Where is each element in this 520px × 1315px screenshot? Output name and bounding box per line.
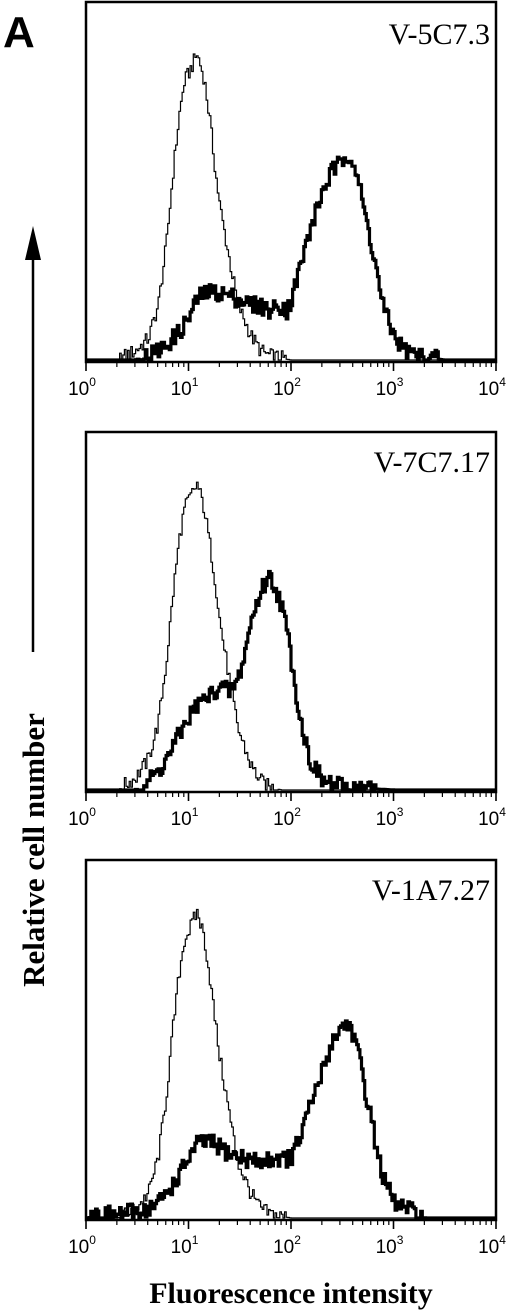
x-tick-label: 102 xyxy=(273,1233,301,1258)
panel-title: V-7C7.17 xyxy=(374,446,490,479)
control-histogram-line xyxy=(86,908,496,1219)
x-tick-label: 104 xyxy=(478,1233,506,1258)
x-tick-group: 100 101 102 103 104 xyxy=(68,362,506,400)
x-tick-label: 101 xyxy=(171,1233,199,1258)
x-tick-label: 100 xyxy=(68,805,96,830)
x-tick-label: 101 xyxy=(171,805,199,830)
control-histogram-line xyxy=(86,53,496,361)
x-tick-group: 100 101 102 103 104 xyxy=(68,792,506,830)
stained-histogram-line xyxy=(86,155,496,362)
stained-histogram-line xyxy=(86,1019,496,1220)
plot-frame xyxy=(84,430,498,794)
y-axis-label-group: Relative cell number xyxy=(16,226,51,987)
x-tick-group: 100 101 102 103 104 xyxy=(68,1220,506,1258)
x-tick-label: 101 xyxy=(171,375,199,400)
x-tick-label: 100 xyxy=(68,375,96,400)
x-axis-label: Fluorescence intensity xyxy=(149,1277,433,1310)
x-tick-label: 102 xyxy=(273,805,301,830)
x-tick-label: 103 xyxy=(376,805,404,830)
x-tick-label: 103 xyxy=(376,1233,404,1258)
y-axis-label: Relative cell number xyxy=(16,713,51,987)
x-tick-label: 102 xyxy=(273,375,301,400)
x-tick-label: 103 xyxy=(376,375,404,400)
panel-title: V-5C7.3 xyxy=(389,18,490,51)
y-axis-arrow-head xyxy=(25,226,41,260)
stained-histogram-line xyxy=(86,569,496,792)
histogram-panel-1: V-5C7.3 100 101 102 103 104 xyxy=(68,0,506,400)
x-tick-label: 104 xyxy=(478,805,506,830)
x-tick-label: 100 xyxy=(68,1233,96,1258)
histogram-panel-2: V-7C7.17 100 101 102 103 104 xyxy=(68,430,506,830)
panel-title: V-1A7.27 xyxy=(372,874,490,907)
x-tick-label: 104 xyxy=(478,375,506,400)
panel-letter: A xyxy=(3,8,35,57)
histogram-panel-3: V-1A7.27 100 101 102 103 104 xyxy=(68,858,506,1258)
